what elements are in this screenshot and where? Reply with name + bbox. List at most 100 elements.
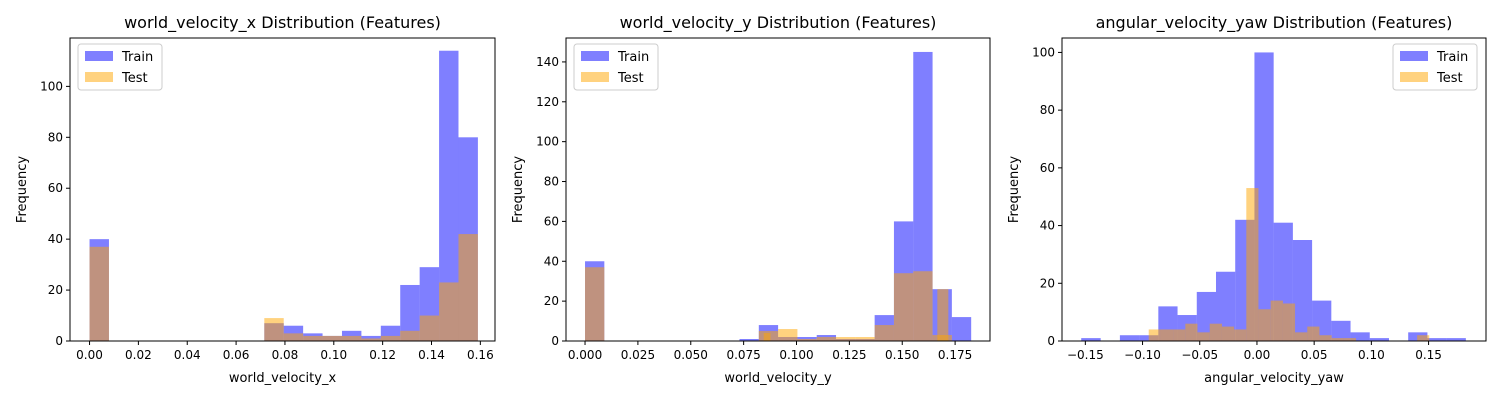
y-tick-label: 40: [544, 254, 559, 268]
x-tick-label: 0.04: [174, 348, 201, 362]
x-tick-label: −0.15: [1067, 348, 1104, 362]
subplot-world-velocity-y: 0.000 0.025 0.050 0.075 0.100 0.125 0.150 0.175…: [511, 13, 991, 386]
bar-test: [893, 273, 914, 341]
bar-train: [1081, 338, 1101, 341]
x-tick-label: 0.12: [369, 348, 396, 362]
y-tick-label: 0: [551, 334, 559, 348]
legend-swatch-train: [581, 51, 609, 61]
bar-test: [797, 339, 817, 341]
series-train: [1081, 52, 1466, 342]
y-tick-label: 0: [55, 334, 63, 348]
legend-label-test: Test: [617, 71, 644, 86]
bar-test: [855, 337, 875, 341]
y-tick-label: 120: [536, 95, 559, 109]
x-tick-label: 0.075: [726, 348, 760, 362]
bar-train: [439, 50, 459, 341]
x-axis-label: angular_velocity_yaw: [1204, 371, 1344, 386]
chart-title: world_velocity_y Distribution (Features): [620, 13, 937, 33]
chart-title: angular_velocity_yaw Distribution (Featu…: [1096, 13, 1453, 33]
bar-train: [1215, 271, 1236, 341]
x-tick-label: 0.10: [320, 348, 347, 362]
x-tick-label: 0.050: [674, 348, 708, 362]
bar-test: [361, 338, 381, 341]
bar-test: [1270, 300, 1283, 341]
legend-swatch-train: [1400, 51, 1428, 61]
bar-test: [303, 335, 323, 341]
legend: Train Test: [1392, 43, 1478, 91]
legend-swatch-test: [581, 72, 609, 82]
y-tick-label: 0: [1047, 334, 1055, 348]
x-tick-label: 0.150: [885, 348, 919, 362]
legend-swatch-train: [85, 51, 113, 61]
bar-train: [1331, 320, 1351, 341]
bar-test: [264, 318, 284, 341]
legend-swatch-test: [1400, 72, 1428, 82]
bar-test: [816, 337, 837, 341]
bar-train: [1254, 52, 1274, 342]
legend-label-test: Test: [1436, 71, 1463, 86]
bar-train: [1369, 338, 1389, 341]
bar-train: [913, 51, 933, 341]
bar-test: [874, 325, 894, 341]
bar-test: [1173, 329, 1186, 341]
y-tick-label: 40: [48, 232, 63, 246]
x-tick-label: 0.175: [938, 348, 972, 362]
bar-test: [1185, 323, 1198, 341]
legend: Train Test: [573, 43, 659, 91]
y-tick-label: 100: [1032, 45, 1055, 59]
bar-test: [1258, 309, 1271, 341]
y-tick-label: 20: [544, 294, 559, 308]
subplot-angular-velocity-yaw: −0.15 −0.10 −0.05 0.00 0.05 0.10 0.15 0 20 40 60 80…: [1007, 13, 1487, 386]
bar-train: [1350, 332, 1370, 341]
bar-test: [1221, 326, 1235, 341]
bar-test: [1417, 335, 1430, 341]
axes-frame: [565, 37, 991, 342]
bar-test: [1295, 332, 1308, 341]
y-tick-label: 80: [1040, 103, 1055, 117]
x-tick-label: −0.10: [1124, 348, 1161, 362]
bar-test: [439, 282, 459, 341]
bar-test: [1307, 326, 1320, 341]
legend-swatch-test: [85, 72, 113, 82]
y-axis-label: Frequency: [15, 156, 30, 223]
y-axis-label: Frequency: [1007, 156, 1022, 223]
bar-test: [1282, 303, 1296, 341]
y-tick-label: 60: [48, 181, 63, 195]
legend: Train Test: [77, 43, 163, 91]
y-tick-label: 80: [48, 130, 63, 144]
bar-test: [1343, 338, 1357, 341]
series-test: [1148, 188, 1430, 341]
bar-train: [1292, 240, 1313, 341]
x-tick-label: 0.06: [223, 348, 250, 362]
legend-label-test: Test: [121, 71, 148, 86]
bar-train: [739, 339, 759, 341]
bar-train: [1427, 338, 1447, 341]
bar-test: [89, 246, 109, 341]
axes-frame: [1061, 37, 1487, 342]
bar-test: [322, 335, 342, 341]
bar-train: [951, 317, 972, 341]
bar-test: [341, 335, 362, 341]
x-tick-label: 0.00: [1244, 348, 1271, 362]
bar-test: [400, 330, 420, 341]
x-tick-label: 0.100: [779, 348, 813, 362]
x-tick-label: 0.15: [1415, 348, 1442, 362]
y-tick-label: 60: [544, 214, 559, 228]
bar-test: [1246, 188, 1259, 341]
bar-test: [585, 267, 605, 341]
y-tick-label: 40: [1040, 219, 1055, 233]
subplot-world-velocity-x: 0.00 0.02 0.04 0.06 0.08 0.10 0.12 0.14 0.16 0 20 4…: [15, 13, 496, 386]
legend-label-train: Train: [121, 50, 153, 65]
y-tick-label: 140: [536, 55, 559, 69]
x-tick-label: 0.10: [1358, 348, 1385, 362]
legend-label-train: Train: [1436, 50, 1468, 65]
bar-train: [1119, 335, 1140, 341]
bar-test: [778, 329, 798, 341]
bar-test: [913, 271, 933, 341]
x-axis-label: world_velocity_y: [724, 371, 832, 386]
x-tick-label: 0.02: [125, 348, 152, 362]
y-axis-label: Frequency: [511, 156, 526, 223]
chart-title: world_velocity_x Distribution (Features): [124, 13, 441, 33]
bar-test: [1209, 323, 1222, 341]
